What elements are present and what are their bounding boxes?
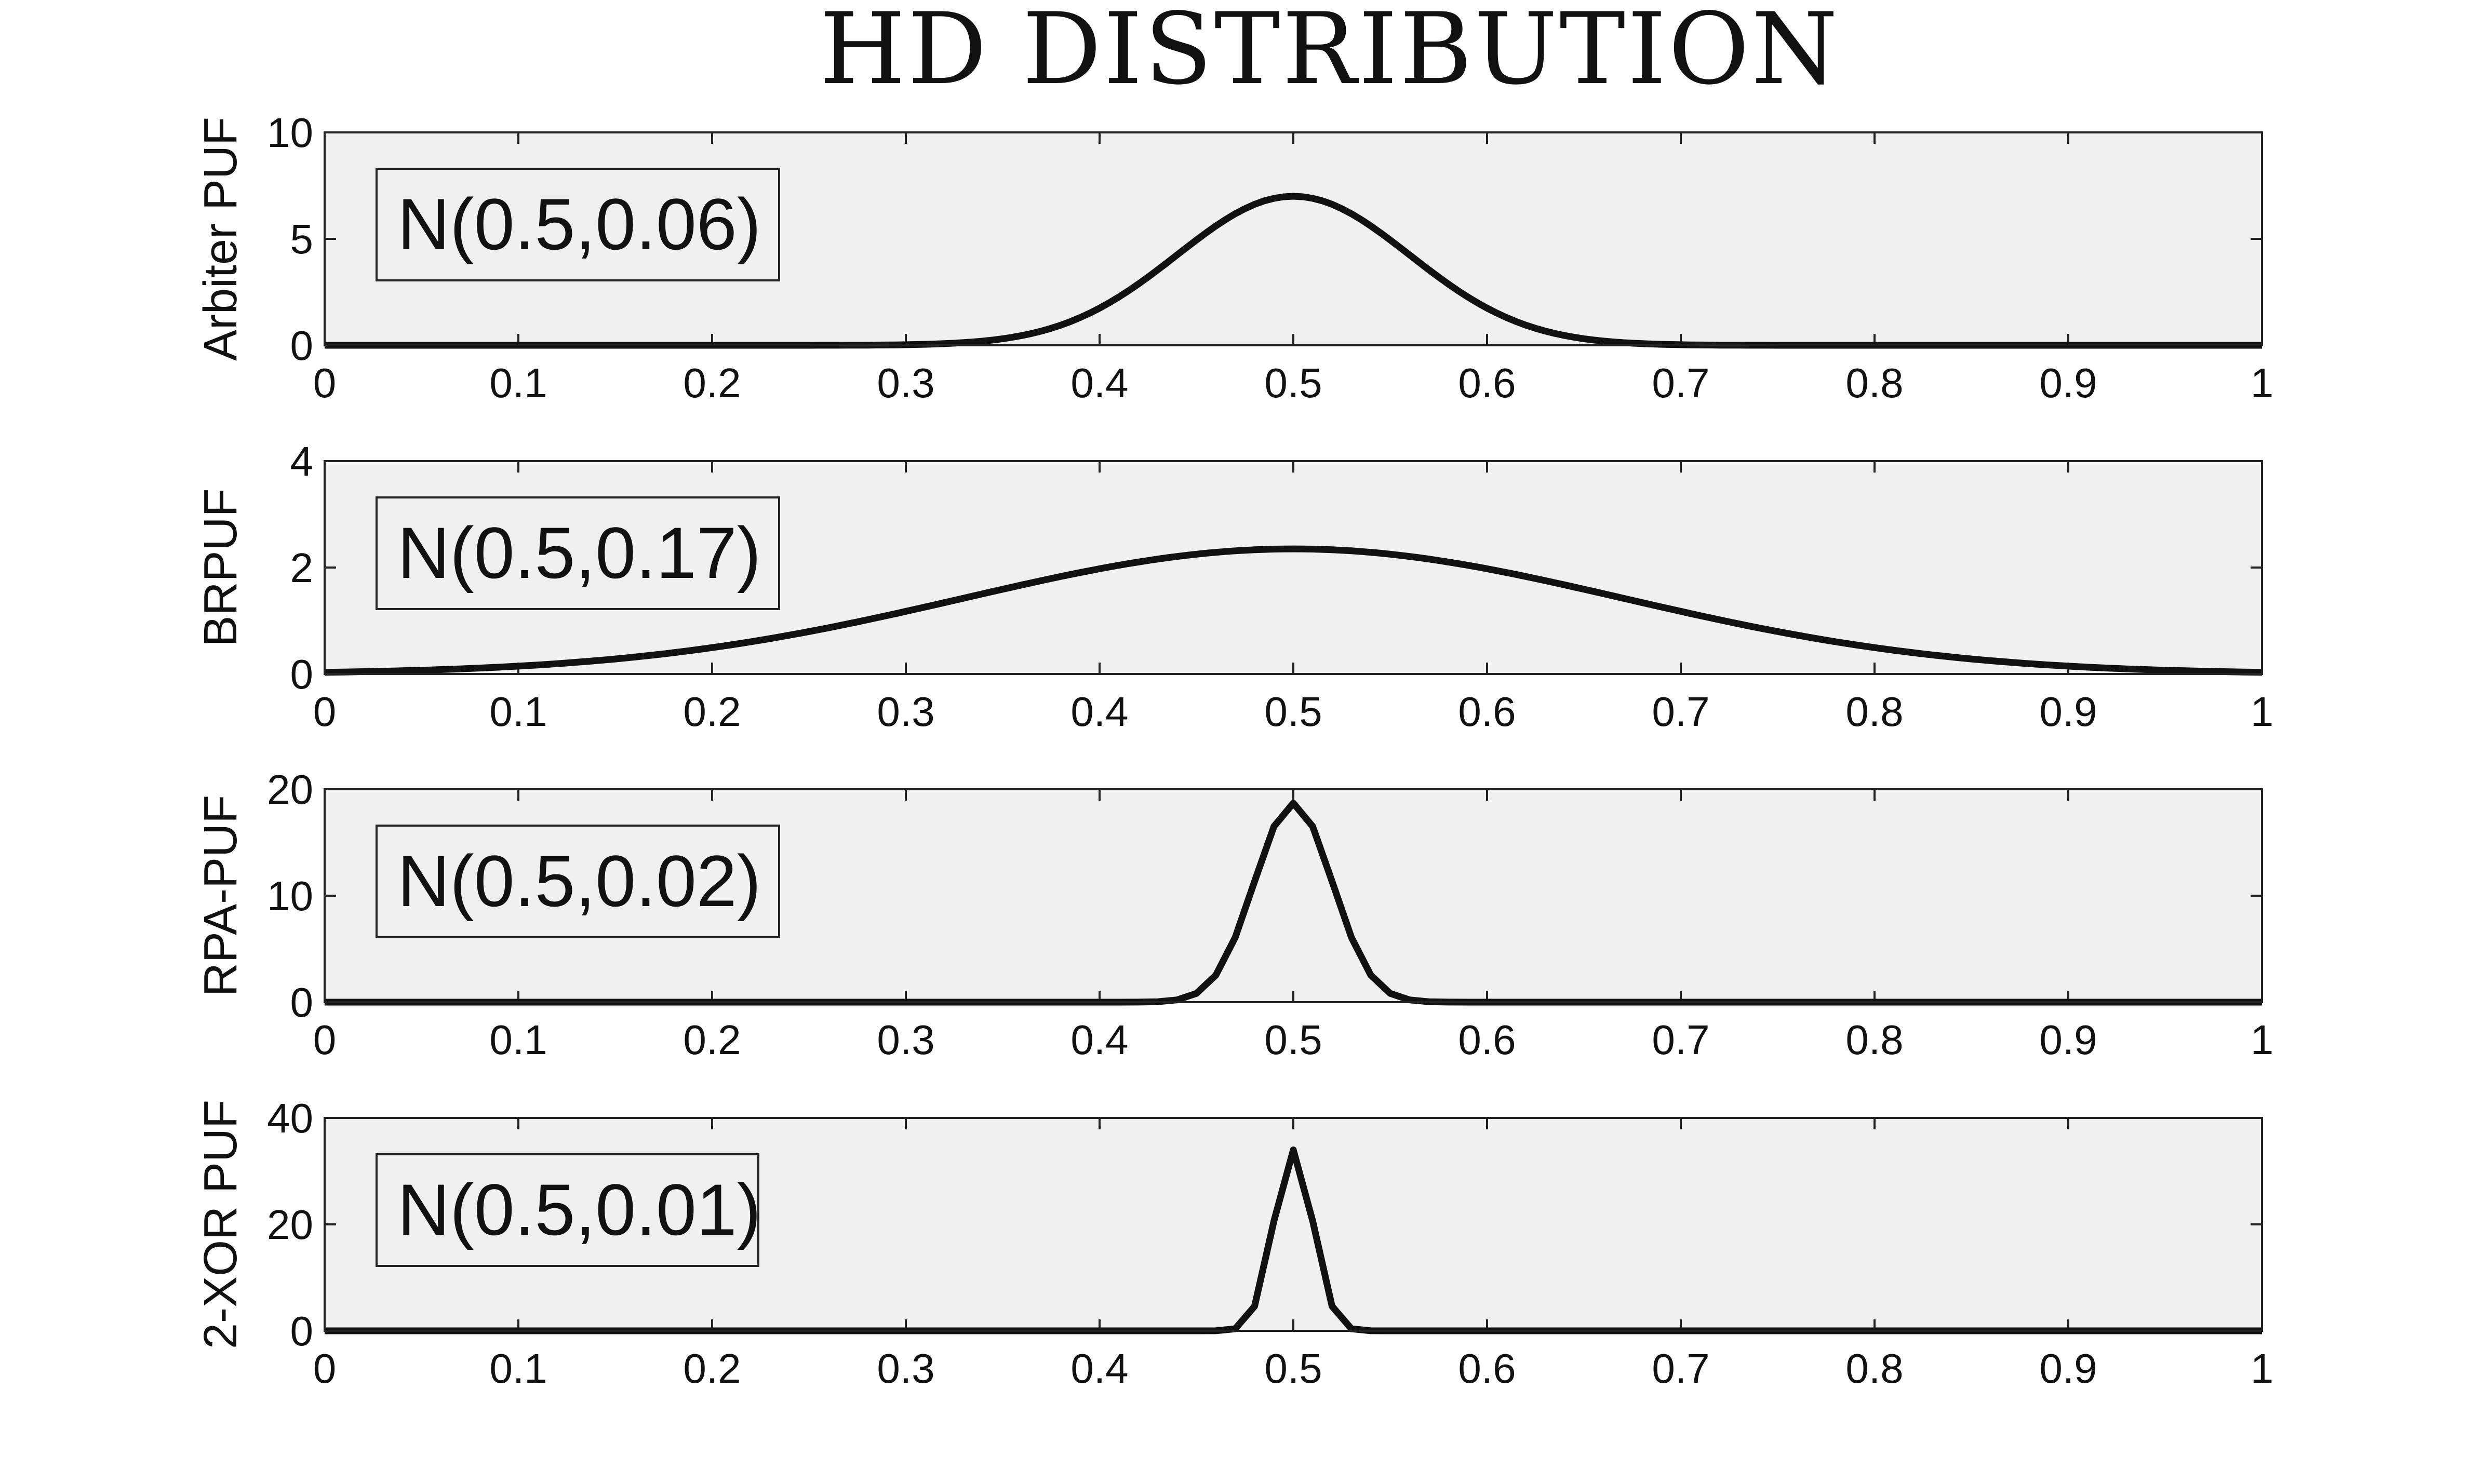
x-tick-label: 0 xyxy=(313,1017,337,1063)
x-tick-label: 0.7 xyxy=(1652,1345,1709,1392)
x-tick-label: 0.6 xyxy=(1458,360,1516,406)
subplot-4: 0 0.1 0.2 0.3 0.4 0.5 0.6 0.7 0.8 0.9 1 0 20 40 2-XOR … xyxy=(195,1095,2273,1392)
legend-box xyxy=(376,825,780,938)
legend-box xyxy=(376,1153,759,1267)
x-tick-label: 0 xyxy=(313,1345,337,1392)
y-tick-label: 10 xyxy=(267,873,313,919)
x-tick-label: 0.5 xyxy=(1264,1345,1322,1392)
subplot-panels: 0 0.1 0.2 0.3 0.4 0.5 0.6 0.7 0.8 0.9 10510Arbiter… xyxy=(195,110,2273,1392)
x-tick-label: 0.3 xyxy=(877,689,934,735)
x-tick-label: 1 xyxy=(2251,360,2274,406)
x-tick-label: 0.4 xyxy=(1070,1017,1128,1063)
x-tick-label: 0.7 xyxy=(1652,1017,1709,1063)
x-tick-label: 1 xyxy=(2251,1345,2274,1392)
x-tick-label: 0.3 xyxy=(877,1345,934,1392)
x-tick-label: 0.5 xyxy=(1264,689,1322,735)
legend-box xyxy=(376,168,780,281)
x-tick-label: 0.5 xyxy=(1264,360,1322,406)
x-tick-label: 0.2 xyxy=(683,360,741,406)
x-tick-label: 0.3 xyxy=(877,1017,934,1063)
figure-title: HD DISTRIBUTION xyxy=(820,0,1840,106)
y-axis-label: 2-XOR PUF xyxy=(195,1100,247,1349)
x-tick-label: 0.1 xyxy=(489,689,547,735)
legend-label: N(0.5,0.06) xyxy=(397,183,761,265)
axes-frame xyxy=(324,460,2263,675)
axes-frame xyxy=(324,131,2263,346)
x-tick-label: 0.7 xyxy=(1652,360,1709,406)
y-tick-label: 40 xyxy=(267,1095,313,1141)
x-tick-label: 0.9 xyxy=(2039,1017,2097,1063)
y-axis-label: Arbiter PUF xyxy=(195,117,247,361)
axes-frame xyxy=(324,1117,2263,1332)
x-tick-label: 0.9 xyxy=(2039,1345,2097,1392)
subplot-2: 0 0.1 0.2 0.3 0.4 0.5 0.6 0.7 0.8 0.9 1 0 2 4 BRPUF N(0… xyxy=(195,438,2273,735)
y-tick-label: 0 xyxy=(290,1308,314,1354)
x-tick-label: 0.3 xyxy=(877,360,934,406)
x-tick-label: 0.1 xyxy=(489,1017,547,1063)
x-tick-label: 0.2 xyxy=(683,689,741,735)
y-tick-label: 10 xyxy=(267,110,313,156)
x-tick-label: 0.2 xyxy=(683,1345,741,1392)
y-tick-label: 2 xyxy=(290,545,314,591)
legend-label: N(0.5,0.17) xyxy=(397,512,761,593)
x-tick-label: 0.8 xyxy=(1845,1345,1903,1392)
legend-box xyxy=(376,496,780,610)
x-tick-label: 0.7 xyxy=(1652,689,1709,735)
x-tick-label: 0.8 xyxy=(1845,1017,1903,1063)
y-tick-label: 0 xyxy=(290,651,314,697)
y-tick-label: 5 xyxy=(290,216,314,262)
x-tick-label: 0.6 xyxy=(1458,1017,1516,1063)
subplot-1: 0 0.1 0.2 0.3 0.4 0.5 0.6 0.7 0.8 0.9 10510Arbiter… xyxy=(195,110,2273,406)
x-tick-label: 0.4 xyxy=(1070,360,1128,406)
x-tick-label: 0.8 xyxy=(1845,360,1903,406)
subplot-3: 0 0.1 0.2 0.3 0.4 0.5 0.6 0.7 0.8 0.9 101020RPA-PU… xyxy=(195,766,2273,1063)
y-axis-label: RPA-PUF xyxy=(195,795,247,996)
x-tick-label: 0.9 xyxy=(2039,360,2097,406)
x-tick-label: 0.9 xyxy=(2039,689,2097,735)
x-tick-label: 0 xyxy=(313,360,337,406)
x-tick-label: 1 xyxy=(2251,1017,2274,1063)
x-tick-label: 0.4 xyxy=(1070,1345,1128,1392)
x-tick-label: 0.1 xyxy=(489,360,547,406)
legend-label: N(0.5,0.01) xyxy=(397,1169,761,1250)
y-axis-label: BRPUF xyxy=(195,488,247,646)
legend-label: N(0.5,0.02) xyxy=(397,840,761,922)
x-tick-label: 0.1 xyxy=(489,1345,547,1392)
y-tick-label: 20 xyxy=(267,1202,313,1248)
y-tick-label: 0 xyxy=(290,322,314,369)
x-tick-label: 1 xyxy=(2251,689,2274,735)
y-tick-label: 4 xyxy=(290,438,314,484)
series-line xyxy=(324,545,2263,676)
axes-frame xyxy=(324,788,2263,1003)
x-tick-label: 0.5 xyxy=(1264,1017,1322,1063)
x-tick-label: 0 xyxy=(313,689,337,735)
x-tick-label: 0.4 xyxy=(1070,689,1128,735)
x-tick-label: 0.8 xyxy=(1845,689,1903,735)
x-tick-label: 0.6 xyxy=(1458,1345,1516,1392)
x-tick-label: 0.2 xyxy=(683,1017,741,1063)
x-tick-label: 0.6 xyxy=(1458,689,1516,735)
y-tick-label: 20 xyxy=(267,766,313,813)
y-tick-label: 0 xyxy=(290,979,314,1026)
